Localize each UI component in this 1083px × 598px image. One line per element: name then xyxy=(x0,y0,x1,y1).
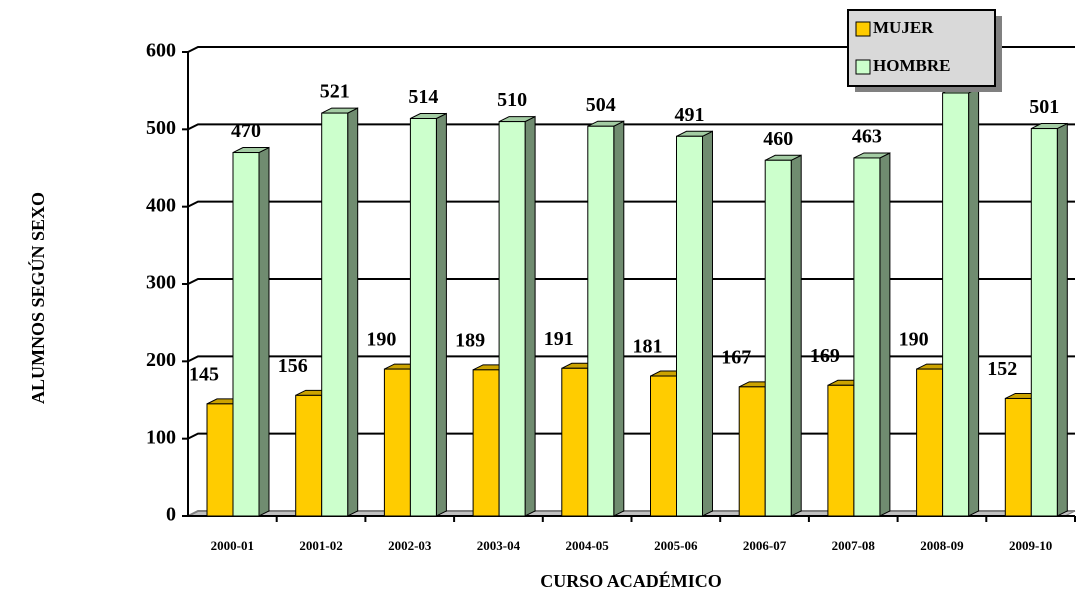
y-tick-label: 600 xyxy=(146,40,176,62)
value-label: 491 xyxy=(675,104,705,126)
x-tick-label: 2005-06 xyxy=(654,538,698,553)
bar xyxy=(498,121,526,517)
bar-side xyxy=(968,87,980,517)
x-tick-label: 2009-10 xyxy=(1009,538,1052,553)
bar-side xyxy=(347,107,359,517)
x-tick-label: 2007-08 xyxy=(832,538,876,553)
value-label: 501 xyxy=(1029,96,1059,118)
value-label: 181 xyxy=(633,336,663,358)
y-tick-label: 400 xyxy=(146,194,176,216)
legend: MUJER HOMBRE xyxy=(847,9,1002,92)
y-tick-label: 300 xyxy=(146,272,176,294)
value-label: 514 xyxy=(408,86,438,108)
value-label: 145 xyxy=(189,363,219,385)
legend-swatch xyxy=(855,21,871,37)
x-tick-label: 2006-07 xyxy=(743,538,787,553)
legend-label: HOMBRE xyxy=(873,56,950,75)
legend-label: MUJER xyxy=(873,18,934,37)
bar xyxy=(295,394,323,517)
legend-box xyxy=(847,9,996,87)
bar xyxy=(383,368,411,517)
value-label: 470 xyxy=(231,120,261,142)
bar xyxy=(206,403,234,517)
value-label: 521 xyxy=(320,81,350,103)
bar xyxy=(827,384,855,517)
grid-line xyxy=(187,46,1075,53)
x-tick-label: 2000-01 xyxy=(211,538,254,553)
x-tick-label: 2003-04 xyxy=(477,538,521,553)
value-label: 190 xyxy=(366,329,396,351)
y-tick-label: 100 xyxy=(146,426,176,448)
grid-line xyxy=(187,355,1075,363)
bar-side xyxy=(524,115,536,517)
value-label: 152 xyxy=(987,358,1017,380)
bar xyxy=(561,367,589,517)
bar xyxy=(409,118,437,517)
y-tick-label: 500 xyxy=(146,117,176,139)
bar-side xyxy=(790,154,802,517)
bar xyxy=(764,159,792,517)
bar xyxy=(942,92,970,517)
x-tick-label: 2008-09 xyxy=(920,538,964,553)
value-label: 189 xyxy=(455,329,485,351)
value-label: 190 xyxy=(899,329,929,351)
bar-side xyxy=(613,120,625,517)
bar xyxy=(853,157,881,517)
value-label: 156 xyxy=(278,355,308,377)
value-label: 169 xyxy=(810,345,840,367)
value-label: 510 xyxy=(497,89,527,111)
x-tick-label: 2001-02 xyxy=(299,538,342,553)
y-tick-label: 200 xyxy=(146,349,176,371)
bar-side xyxy=(879,152,891,517)
bar xyxy=(916,368,944,517)
value-label: 463 xyxy=(852,126,882,148)
x-tick-label: 2004-05 xyxy=(565,538,609,553)
bar xyxy=(232,152,260,517)
bar-side xyxy=(435,112,447,517)
bar-side xyxy=(258,146,270,517)
value-label: 191 xyxy=(544,328,574,350)
bar xyxy=(1004,397,1032,517)
grid-line xyxy=(187,123,1075,131)
y-axis-title: ALUMNOS SEGÚN SEXO xyxy=(27,192,48,404)
bar xyxy=(676,135,703,517)
bar-side xyxy=(1056,122,1068,517)
bar-side xyxy=(702,130,713,517)
bar xyxy=(587,125,615,517)
value-label: 504 xyxy=(586,94,616,116)
value-label: 167 xyxy=(721,346,751,368)
y-tick-label: 0 xyxy=(166,504,176,526)
bar xyxy=(650,375,677,517)
value-label: 460 xyxy=(763,128,793,150)
grid-line xyxy=(187,278,1075,285)
bar xyxy=(1030,128,1058,517)
x-axis-title: CURSO ACADÉMICO xyxy=(540,570,722,591)
bar xyxy=(472,369,500,517)
grid-line xyxy=(187,200,1075,208)
x-tick-label: 2002-03 xyxy=(388,538,432,553)
bar xyxy=(738,386,766,517)
legend-swatch xyxy=(855,59,871,75)
bar xyxy=(321,112,349,517)
